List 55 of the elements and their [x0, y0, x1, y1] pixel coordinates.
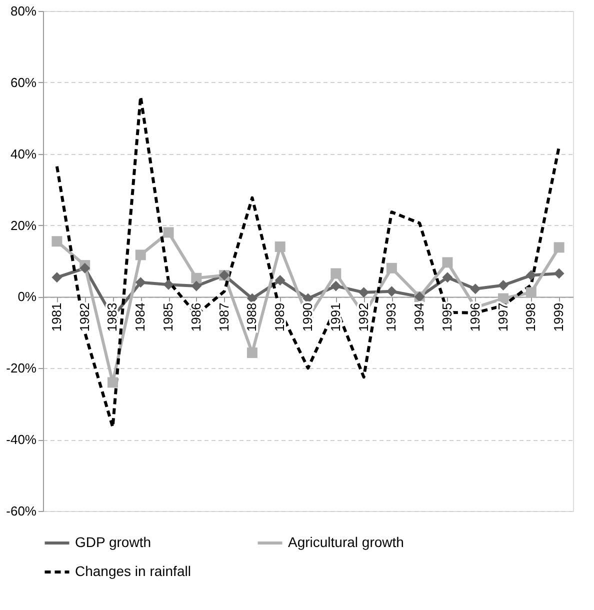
y-tick-label: 40%	[10, 146, 37, 162]
x-tick-label: 1987	[216, 302, 232, 332]
legend-label: Changes in rainfall	[75, 563, 191, 579]
x-tick-label: 1998	[523, 302, 538, 332]
x-tick-label: 1984	[132, 302, 148, 332]
x-tick-label: 1981	[48, 302, 64, 332]
point	[246, 348, 258, 358]
point	[526, 270, 536, 281]
x-tick-label: 1993	[384, 302, 399, 332]
y-tick-label: 60%	[10, 74, 37, 90]
y-tick-label: -60%	[6, 504, 37, 518]
x-tick-label: 1985	[160, 302, 176, 332]
y-tick-label: 80%	[10, 4, 37, 18]
x-tick-label: 1994	[412, 302, 427, 332]
point	[52, 272, 62, 283]
point	[274, 241, 286, 252]
point	[274, 275, 286, 286]
point	[386, 286, 397, 297]
point	[107, 377, 118, 388]
legend-label: Agricultural growth	[288, 534, 404, 550]
x-tick-label: 1996	[467, 302, 482, 332]
y-tick-label: -20%	[6, 360, 37, 376]
x-tick-label: 1986	[188, 302, 204, 332]
legend-label: GDP growth	[75, 534, 151, 550]
y-tick-label: 20%	[10, 218, 37, 233]
y-tick-label: -40%	[6, 432, 37, 448]
point	[163, 227, 174, 238]
x-tick-label: 1990	[300, 302, 315, 332]
point	[526, 287, 536, 298]
point	[442, 257, 453, 268]
x-tick-label: 1995	[439, 302, 454, 332]
point	[135, 277, 146, 288]
point	[498, 280, 509, 291]
x-tick-label: 1999	[551, 302, 566, 332]
point	[80, 262, 90, 274]
point	[358, 287, 370, 298]
x-tick-label: 1983	[104, 302, 120, 332]
point	[386, 262, 397, 274]
point	[330, 280, 342, 292]
point	[191, 272, 202, 284]
x-tick-label: 1997	[495, 302, 510, 332]
point	[330, 268, 342, 279]
point	[191, 280, 202, 292]
point	[163, 279, 174, 290]
point	[554, 268, 564, 279]
x-tick-label: 1988	[244, 302, 260, 332]
point	[135, 250, 146, 260]
x-tick-label: 1989	[272, 302, 288, 332]
point	[442, 272, 453, 283]
point	[498, 293, 509, 304]
point	[52, 236, 62, 247]
point	[554, 242, 564, 253]
y-tick-label: 0%	[18, 289, 37, 304]
point	[470, 284, 481, 294]
x-tick-label: 1992	[356, 302, 371, 332]
